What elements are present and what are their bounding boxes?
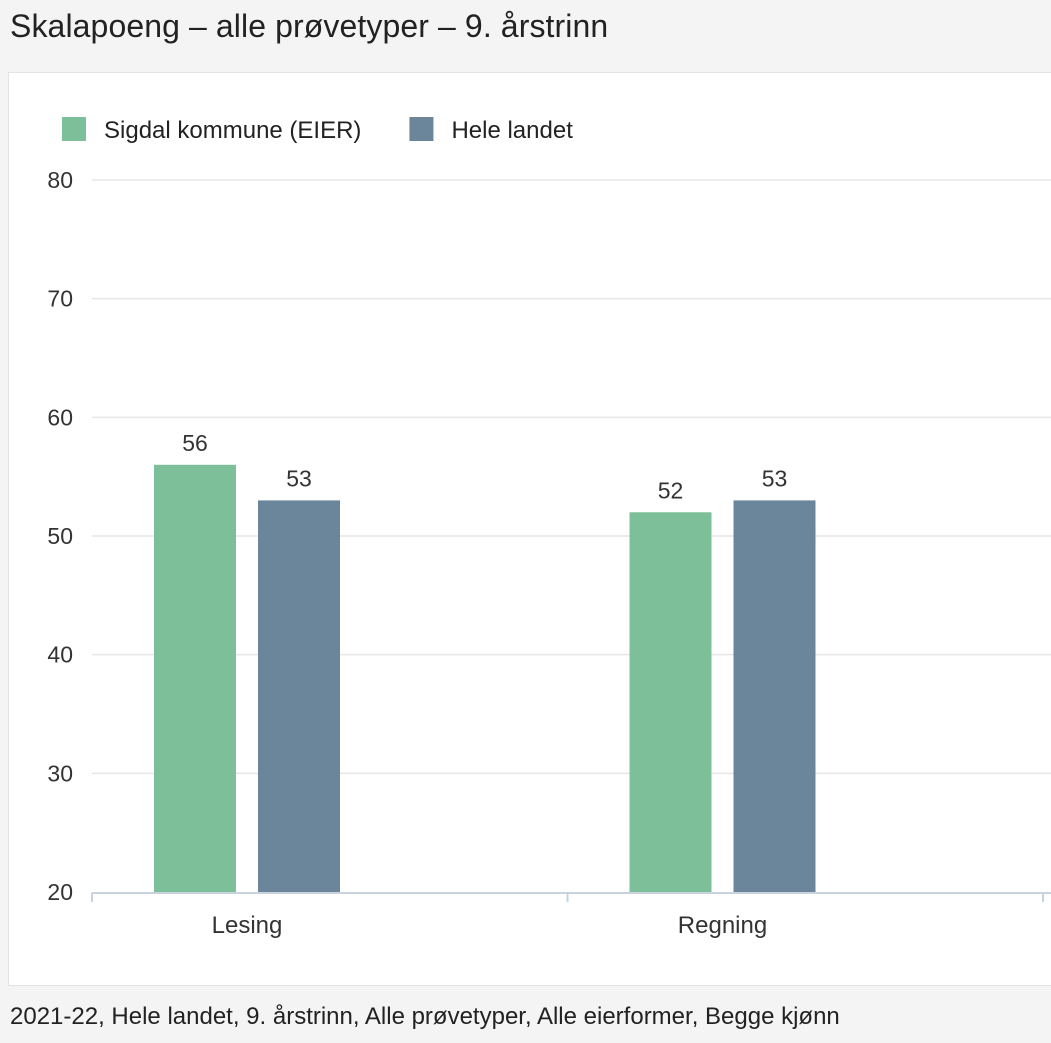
data-label: 56: [182, 430, 208, 456]
y-axis: 20 30 40 50 60 70 80: [47, 167, 73, 905]
y-tick-label: 80: [47, 167, 73, 193]
legend: Sigdal kommune (EIER) Hele landet: [62, 117, 573, 144]
chart-title: Skalapoeng – alle prøvetyper – 9. årstri…: [10, 8, 609, 44]
data-labels: 56 53 52 53: [182, 430, 787, 503]
y-tick-label: 70: [47, 286, 73, 312]
legend-swatch: [62, 117, 86, 141]
chart-footnote: 2021-22, Hele landet, 9. årstrinn, Alle …: [10, 1003, 840, 1030]
legend-label: Sigdal kommune (EIER): [104, 117, 361, 144]
legend-label: Hele landet: [451, 117, 573, 144]
data-label: 52: [658, 477, 684, 503]
bar-chart: 20 30 40 50 60 70 80 Lesing Regning 56 53 52 53 Si…: [47, 117, 1051, 939]
data-label: 53: [762, 465, 788, 491]
legend-swatch: [409, 117, 434, 141]
bar: [154, 464, 236, 892]
gridlines: [92, 179, 1051, 775]
y-tick-label: 50: [47, 523, 73, 549]
y-tick-label: 40: [47, 642, 73, 668]
x-axis: Lesing Regning: [91, 892, 1051, 939]
y-tick-label: 60: [47, 404, 73, 430]
y-tick-label: 30: [47, 760, 73, 786]
bar: [733, 500, 816, 892]
bars: [154, 464, 816, 892]
data-label: 53: [286, 465, 312, 491]
y-tick-label: 20: [47, 879, 73, 905]
x-tick-label: Regning: [678, 912, 767, 939]
x-tick-label: Lesing: [212, 912, 283, 939]
bar: [258, 500, 340, 892]
bar: [629, 512, 712, 892]
